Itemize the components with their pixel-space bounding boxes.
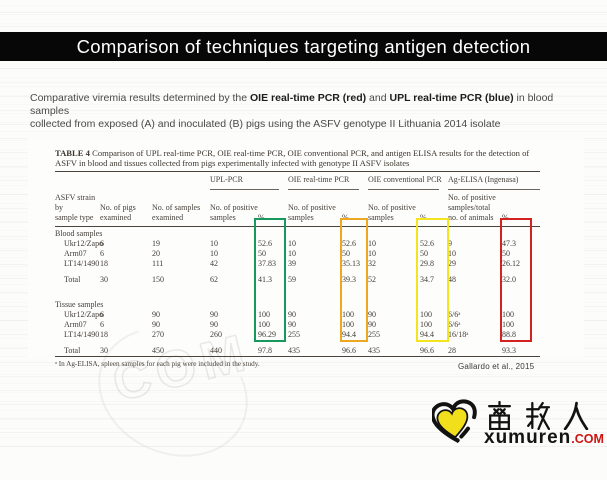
slide-title: Comparison of techniques targeting antig… xyxy=(76,35,531,57)
table-column-header-row: ASFV strain by sample type No. of pigs e… xyxy=(55,190,540,226)
logo-chinese-characters xyxy=(486,401,604,430)
table-group-header-row: UPL-PCR OIE real-time PCR OIE convention… xyxy=(55,172,540,190)
group-header-oie-realtime-pcr: OIE real-time PCR xyxy=(288,175,359,190)
table-row: Ukr12/Zapo 6 90 90 100 90 100 90 100 6/6ᵃ 100 xyxy=(64,310,514,319)
table-row: Arm07 6 20 10 50 10 50 10 50 10 50 xyxy=(64,249,510,258)
cjk-char-ren xyxy=(563,401,589,430)
description-text: Comparative viremia results determined b… xyxy=(30,92,554,130)
table-rule-top xyxy=(55,171,540,172)
column-header-upl-positive: No. of positive samples xyxy=(210,203,258,222)
table-row: Total 30 150 62 41.3 59 39.3 52 34.7 48 32.0 xyxy=(64,275,516,284)
group-header-oie-conventional-pcr: OIE conventional PCR xyxy=(368,175,442,190)
column-header-oieconv-positive: No. of positive samples xyxy=(368,203,416,222)
column-header-upl-pct: % xyxy=(258,213,265,222)
group-header-ag-elisa: Ag-ELISA (Ingenasa) xyxy=(448,175,540,190)
table-caption-number: TABLE 4 xyxy=(55,148,90,158)
xumuren-logo: xumuren.COM xyxy=(430,399,604,452)
logo-latin-text: xumuren.COM xyxy=(484,427,604,449)
table-row: LT14/1490 18 270 260 96.29 255 94.4 255 94.4 16/1… xyxy=(64,330,516,339)
cjk-char-chu xyxy=(488,401,511,430)
table-row: Total 30 450 440 97.8 435 96.6 435 96.6 28 93.3 xyxy=(64,346,516,355)
citation: Gallardo et al., 2015 xyxy=(458,362,535,371)
heart-icon xyxy=(430,399,478,452)
table-row: Ukr12/Zapo 6 19 10 52.6 10 52.6 10 52.6 9 47.3 xyxy=(64,239,516,248)
column-header-agelisa-positive: No. of positive samples/total no. of ani… xyxy=(448,193,496,222)
slide-title-bar: Comparison of techniques targeting antig… xyxy=(0,32,607,61)
table-row: Tissue samples xyxy=(55,300,104,309)
column-header-samples-examined: No. of samples examined xyxy=(152,203,201,222)
column-header-sample-type: ASFV strain by sample type xyxy=(55,193,96,222)
table-row: Arm07 6 90 90 100 90 100 90 100 6/6ᵃ 100 xyxy=(64,320,514,329)
table-rule-bottom xyxy=(55,356,540,357)
table-card xyxy=(28,138,584,358)
logo-domain-tld: .COM xyxy=(571,432,604,446)
logo-text-block: xumuren.COM xyxy=(482,399,604,449)
table-caption-text: Comparison of UPL real-time PCR, OIE rea… xyxy=(55,148,530,168)
table-caption: TABLE 4 Comparison of UPL real-time PCR,… xyxy=(55,148,537,168)
column-header-agelisa-pct: % xyxy=(502,213,509,222)
table-row: Blood samples xyxy=(55,229,103,238)
table-row: LT14/1490 18 111 42 37.83 39 35.13 32 29.8 29 26.1… xyxy=(64,259,520,268)
results-table: TABLE 4 Comparison of UPL real-time PCR,… xyxy=(55,148,540,369)
table-body: Blood samples Ukr12/Zapo 6 19 10 52.6 10 52.6 10… xyxy=(55,227,540,356)
column-header-pigs-examined: No. of pigs examined xyxy=(100,203,136,222)
cjk-char-mu xyxy=(526,401,551,430)
column-header-oiert-positive: No. of positive samples xyxy=(288,203,336,222)
table-footnote: ᵃ In Ag-ELISA, spleen samples for each p… xyxy=(55,360,260,368)
column-header-oieconv-pct: % xyxy=(420,213,427,222)
logo-domain-name: xumuren xyxy=(484,427,572,448)
column-header-oiert-pct: % xyxy=(342,213,349,222)
table-rule-header xyxy=(55,226,540,227)
group-header-upl-pcr: UPL-PCR xyxy=(210,175,279,190)
